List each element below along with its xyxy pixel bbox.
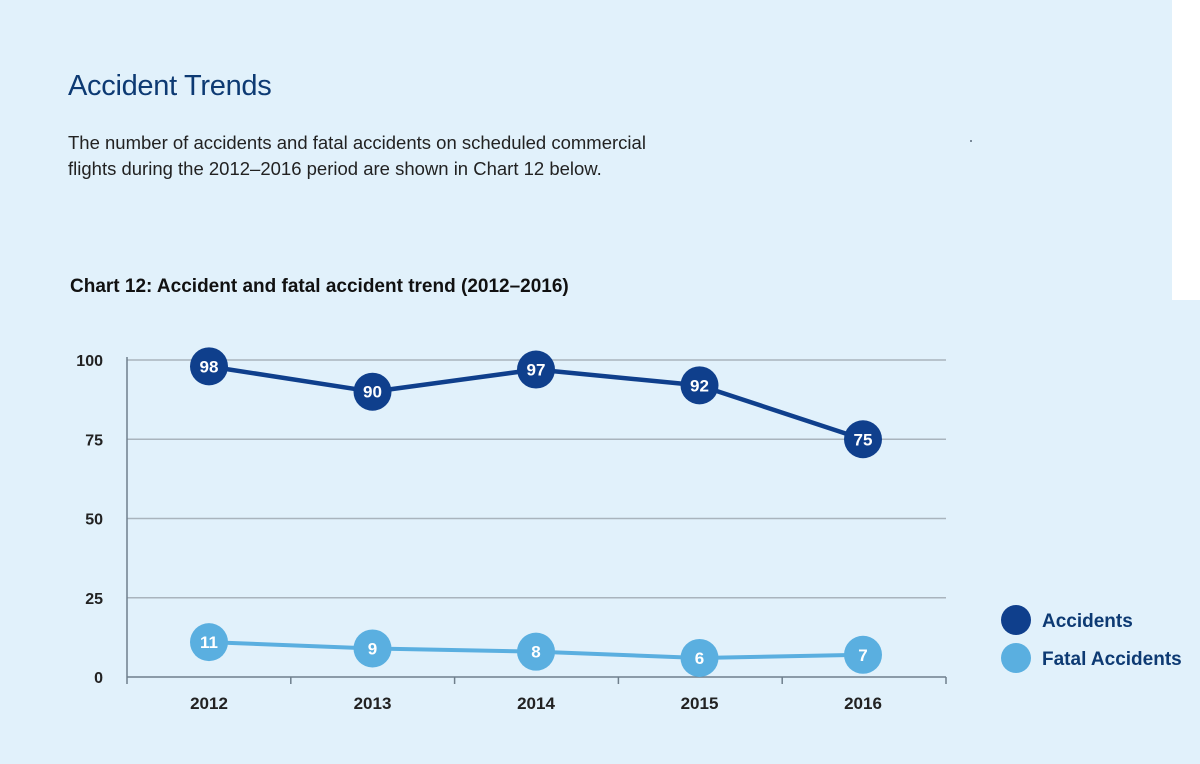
data-label: 6 [695, 649, 704, 668]
data-point [844, 635, 882, 674]
data-label: 8 [531, 643, 540, 662]
data-point [680, 366, 719, 405]
data-label: 11 [200, 633, 218, 652]
chart-title: Chart 12: Accident and fatal accident tr… [70, 276, 569, 297]
speck [970, 140, 972, 142]
series-accidents: 98 90 97 92 75 [190, 347, 882, 459]
legend-label: Accidents [1042, 611, 1133, 632]
series-fatal-accidents: 11 9 8 6 7 [190, 623, 882, 677]
legend-marker [1001, 643, 1031, 673]
page-title: Accident Trends [68, 70, 272, 102]
data-label: 90 [363, 383, 382, 402]
data-point [190, 347, 228, 386]
legend-marker [1001, 605, 1031, 635]
x-tick-label: 2015 [681, 694, 719, 713]
axes: 0 25 50 75 100 2012 2013 2014 2015 2016 [76, 353, 947, 713]
y-tick-label: 75 [85, 432, 103, 449]
y-tick-label: 0 [94, 670, 103, 687]
intro-paragraph: The number of accidents and fatal accide… [68, 132, 646, 179]
data-point [353, 629, 392, 668]
data-label: 98 [200, 357, 219, 376]
x-tick-label: 2013 [354, 694, 392, 713]
data-point [517, 632, 555, 671]
data-label: 92 [690, 376, 709, 395]
data-point [353, 372, 392, 411]
data-point [190, 623, 228, 662]
data-label: 7 [858, 646, 867, 665]
y-tick-label: 100 [76, 353, 103, 370]
edge-strip [1172, 0, 1200, 300]
data-point [680, 638, 719, 677]
legend: Accidents Fatal Accidents [1001, 605, 1182, 673]
legend-label: Fatal Accidents [1042, 649, 1182, 670]
x-tick-label: 2014 [517, 694, 555, 713]
x-tick-label: 2016 [844, 694, 882, 713]
data-label: 97 [527, 361, 546, 380]
data-point [517, 350, 555, 389]
y-tick-label: 25 [85, 591, 103, 608]
gridlines [127, 359, 946, 599]
data-label: 9 [368, 639, 377, 658]
data-label: 75 [854, 430, 873, 449]
y-tick-label: 50 [85, 512, 103, 529]
data-point [844, 420, 882, 459]
x-tick-label: 2012 [190, 694, 228, 713]
